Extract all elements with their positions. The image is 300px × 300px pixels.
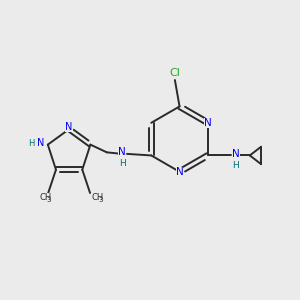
Text: CH: CH: [92, 194, 104, 202]
Text: CH: CH: [40, 194, 52, 202]
Text: N: N: [232, 149, 240, 159]
Text: Cl: Cl: [169, 68, 180, 78]
Text: N: N: [37, 138, 44, 148]
Text: 3: 3: [46, 197, 51, 203]
Text: H: H: [119, 159, 126, 168]
Text: H: H: [28, 139, 35, 148]
Text: N: N: [118, 147, 126, 157]
Text: H: H: [232, 161, 239, 170]
Text: N: N: [65, 122, 73, 132]
Text: N: N: [204, 118, 212, 128]
Text: N: N: [176, 167, 183, 177]
Text: 3: 3: [98, 197, 103, 203]
